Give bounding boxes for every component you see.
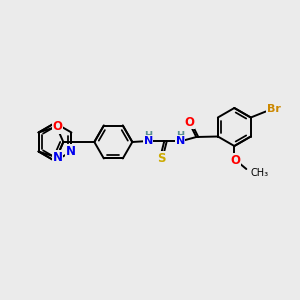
Text: S: S xyxy=(157,152,166,164)
Text: O: O xyxy=(230,154,240,166)
Text: CH₃: CH₃ xyxy=(250,168,268,178)
Text: N: N xyxy=(176,136,185,146)
Text: H: H xyxy=(176,131,184,141)
Text: H: H xyxy=(144,131,152,141)
Text: N: N xyxy=(52,151,63,164)
Text: O: O xyxy=(184,116,194,128)
Text: N: N xyxy=(65,145,76,158)
Text: Br: Br xyxy=(267,104,281,115)
Text: O: O xyxy=(52,120,63,133)
Text: N: N xyxy=(144,136,153,146)
